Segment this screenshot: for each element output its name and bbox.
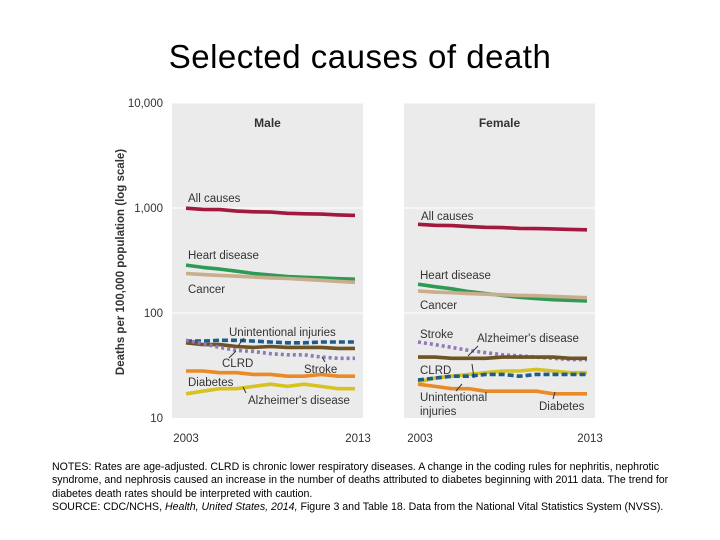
series-line-unintentional-injuries-female [417,372,587,382]
label-diabetes-male: Diabetes [188,377,234,389]
x-tick-label: 2013 [577,433,603,445]
y-axis-label: Deaths per 100,000 population (log scale… [115,149,127,375]
panel-background-male [172,103,363,418]
chart: Male 2003 2013 Female 2003 2013 10 100 1,000 10,0… [115,98,603,445]
series-line-diabetes-female [417,382,587,396]
label-clrd-female: CLRD [420,365,451,377]
slide-title: Selected causes of death [168,38,552,75]
x-tick-label: 2003 [173,433,199,445]
y-tick-label: 1,000 [134,203,163,215]
label-unintentional-injuries-male: Unintentional injuries [229,327,336,339]
label-stroke-female: Stroke [420,329,453,341]
series-line-stroke-male [185,338,355,361]
label-alzheimers-female: Alzheimer's disease [477,333,579,345]
leader-line [467,345,479,357]
leader-line [321,356,326,363]
series-line-heart-disease-male [185,263,356,281]
y-tick-label: 10,000 [128,98,163,110]
series-line-cancer-male [185,271,356,285]
label-unintentional-injuries-female-line2: injuries [420,406,457,418]
series-line-unintentional-injuries-male [186,338,355,345]
x-tick-label: 2003 [407,433,433,445]
source-suffix: Figure 3 and Table 18. Data from the Nat… [297,501,664,514]
label-clrd-male: CLRD [222,358,253,370]
leader-line [237,337,245,347]
panel-background-female [404,103,595,418]
series-line-stroke-female [417,340,587,362]
label-cancer-female: Cancer [420,300,457,312]
leader-line [455,383,463,392]
label-all-causes-male: All causes [188,193,241,205]
label-alzheimers-male: Alzheimer's disease [248,395,350,407]
notes-text: NOTES: Rates are age-adjusted. CLRD is c… [52,461,669,500]
leader-line [552,391,556,400]
series-line-cancer-female [417,289,588,300]
source-text: SOURCE: CDC/NCHS, Health, United States,… [52,501,692,514]
label-cancer-male: Cancer [188,284,225,296]
series-line-all-causes-female [417,222,588,232]
label-all-causes-female: All causes [421,211,474,223]
series-line-all-causes-male [185,206,356,218]
leader-line [242,386,247,394]
panel-label-female: Female [479,116,521,130]
source-italic: Health, United States, 2014, [165,501,298,514]
series-line-clrd-male [185,341,355,351]
chart-notes: NOTES: Rates are age-adjusted. CLRD is c… [52,461,692,515]
leader-line [228,350,237,359]
source-prefix: SOURCE: CDC/NCHS, [52,501,166,514]
label-heart-disease-female: Heart disease [420,270,491,282]
series-line-clrd-female [418,355,587,361]
leader-line [471,363,475,379]
label-diabetes-female: Diabetes [539,401,585,413]
series-line-alzheimers-male [185,382,355,396]
label-heart-disease-male: Heart disease [188,250,259,262]
y-tick-label: 10 [150,413,163,425]
panel-label-male: Male [254,116,281,130]
x-tick-label: 2013 [345,433,371,445]
y-tick-label: 100 [144,308,163,320]
label-unintentional-injuries-female-line1: Unintentional [420,392,487,404]
series-line-diabetes-male [186,369,355,379]
label-stroke-male: Stroke [304,364,337,376]
